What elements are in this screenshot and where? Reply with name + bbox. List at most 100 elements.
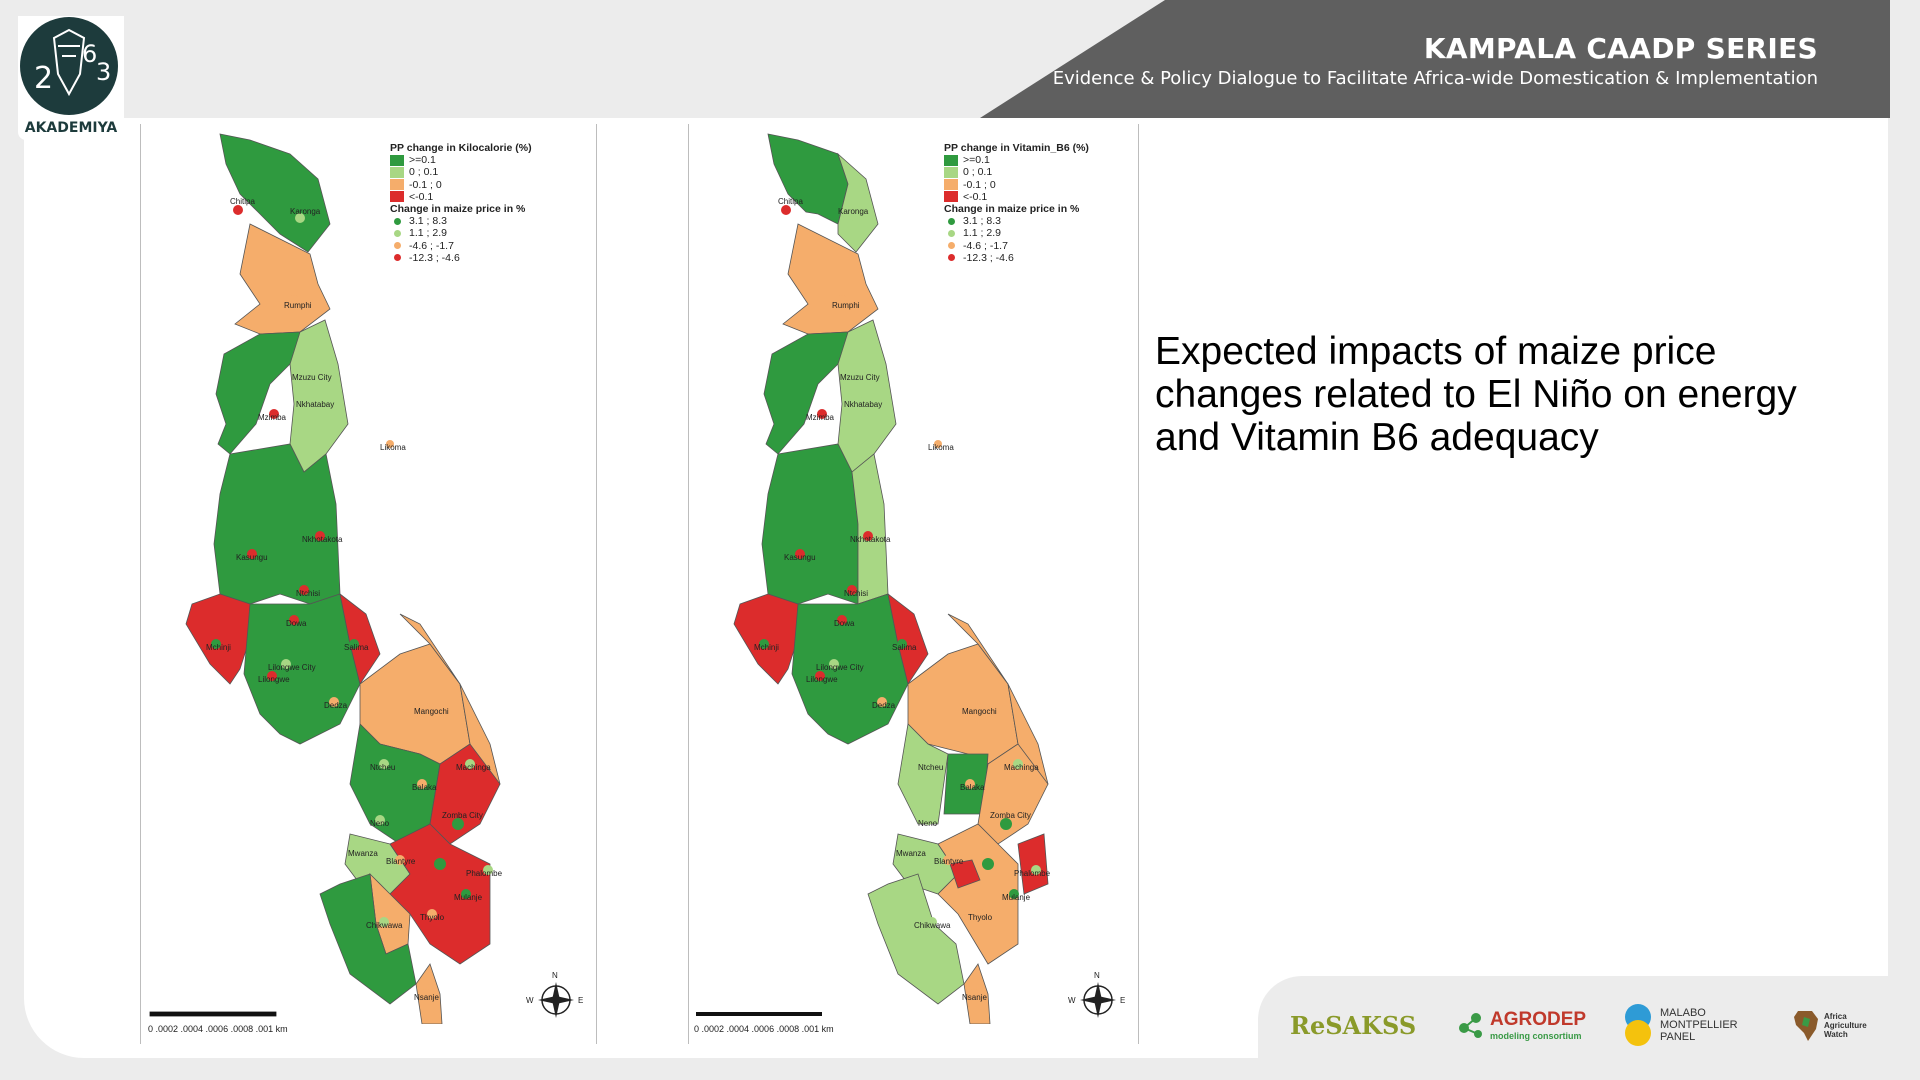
scale-label: 0 .0002 .0004 .0006 .0008 .001 km	[694, 1024, 834, 1034]
svg-text:Karonga: Karonga	[838, 207, 869, 216]
logo-text: AKADEMIYA	[24, 120, 118, 136]
svg-text:S: S	[553, 1023, 558, 1024]
svg-text:Mchinji: Mchinji	[754, 643, 779, 652]
svg-text:W: W	[526, 996, 534, 1005]
svg-text:E: E	[578, 996, 583, 1005]
svg-text:Chikwawa: Chikwawa	[914, 921, 951, 930]
agrodep-logo: AGRODEP modeling consortium	[1456, 1000, 1586, 1050]
svg-text:Phalombe: Phalombe	[466, 869, 503, 878]
svg-text:6: 6	[82, 40, 97, 68]
compass-icon: N E S W	[526, 971, 583, 1024]
legend-dots-title: Change in maize price in %	[944, 203, 1080, 216]
scale-label: 0 .0002 .0004 .0006 .0008 .001 km	[148, 1024, 288, 1034]
svg-text:Neno: Neno	[918, 819, 938, 828]
africa-agriculture-watch-logo: Africa Agriculture Watch	[1790, 1000, 1867, 1050]
svg-text:Rumphi: Rumphi	[284, 301, 312, 310]
svg-text:Mzimba: Mzimba	[258, 413, 287, 422]
akademiya-emblem-icon: 2 6 3	[20, 17, 118, 115]
akademiya-logo: 2 6 3 AKADEMIYA	[18, 16, 124, 140]
svg-text:Blantyre: Blantyre	[934, 857, 964, 866]
legend-title: PP change in Vitamin_B6 (%)	[944, 142, 1089, 154]
svg-text:Nkhotakota: Nkhotakota	[302, 535, 343, 544]
svg-text:Mwanza: Mwanza	[348, 849, 378, 858]
svg-text:Phalombe: Phalombe	[1014, 869, 1051, 878]
map-vitamin-b6: Chitipa Karonga Rumphi Mzuzu City Nkhata…	[688, 124, 1144, 1044]
svg-text:Machinga: Machinga	[456, 763, 491, 772]
svg-text:Mangochi: Mangochi	[962, 707, 997, 716]
svg-text:Machinga: Machinga	[1004, 763, 1039, 772]
svg-text:Nkhotakota: Nkhotakota	[850, 535, 891, 544]
svg-text:Mulanje: Mulanje	[1002, 893, 1031, 902]
resakss-logo: ReSAKSS	[1290, 1010, 1417, 1040]
africa-map-icon	[1794, 1011, 1818, 1041]
series-subtitle: Evidence & Policy Dialogue to Facilitate…	[1052, 68, 1818, 89]
svg-text:Zomba City: Zomba City	[442, 811, 483, 820]
agrodep-network-icon	[1459, 1013, 1482, 1038]
svg-text:Lilongwe City: Lilongwe City	[268, 663, 316, 672]
svg-text:Neno: Neno	[370, 819, 390, 828]
scale-bar	[696, 1012, 822, 1016]
malabo-montpellier-logo: MALABO MONTPELLIER PANEL	[1622, 1000, 1738, 1050]
svg-text:Likoma: Likoma	[928, 443, 954, 452]
district-labels: Chitipa Karonga Rumphi Mzuzu City Nkhata…	[754, 197, 1051, 1002]
partner-footer	[1258, 976, 1888, 1058]
price-dots	[211, 205, 493, 999]
svg-text:Rumphi: Rumphi	[832, 301, 860, 310]
svg-text:Mwanza: Mwanza	[896, 849, 926, 858]
svg-text:3: 3	[96, 58, 111, 86]
svg-text:Blantyre: Blantyre	[386, 857, 416, 866]
map-kilocalorie: Chitipa Karonga Rumphi Mzuzu City Nkhata…	[140, 124, 597, 1044]
svg-text:Dowa: Dowa	[286, 619, 307, 628]
svg-text:S: S	[1095, 1023, 1100, 1024]
svg-text:Balaka: Balaka	[960, 783, 985, 792]
svg-text:Kasungu: Kasungu	[236, 553, 268, 562]
svg-text:Nsanje: Nsanje	[962, 993, 987, 1002]
svg-text:W: W	[1068, 996, 1076, 1005]
price-dots	[759, 205, 1041, 999]
svg-text:Karonga: Karonga	[290, 207, 321, 216]
scale-bar	[149, 1011, 277, 1017]
malawi-map-vitamin-b6: Chitipa Karonga Rumphi Mzuzu City Nkhata…	[696, 133, 1125, 1024]
svg-text:Mchinji: Mchinji	[206, 643, 231, 652]
svg-text:Salima: Salima	[892, 643, 917, 652]
legend-title: PP change in Kilocalorie (%)	[390, 142, 532, 154]
svg-text:Mangochi: Mangochi	[414, 707, 449, 716]
svg-text:Chitipa: Chitipa	[230, 197, 255, 206]
svg-text:Dedza: Dedza	[872, 701, 896, 710]
malabo-panel-icon	[1625, 1004, 1651, 1046]
malawi-map-kilocalorie: Chitipa Karonga Rumphi Mzuzu City Nkhata…	[149, 133, 583, 1024]
svg-text:Dowa: Dowa	[834, 619, 855, 628]
header-banner: KAMPALA CAADP SERIES Evidence & Policy D…	[980, 0, 1890, 118]
svg-text:N: N	[552, 971, 558, 980]
compass-icon: N E S W	[1068, 971, 1125, 1024]
svg-text:Thyolo: Thyolo	[420, 913, 445, 922]
svg-text:Dedza: Dedza	[324, 701, 348, 710]
slide-heading: Expected impacts of maize price changes …	[1155, 330, 1797, 459]
map-legend: PP change in Kilocalorie (%) >=0.1 0 ; 0…	[390, 142, 532, 264]
logo-digit: 2	[34, 61, 53, 96]
svg-text:Mzuzu City: Mzuzu City	[292, 373, 332, 382]
svg-text:Zomba City: Zomba City	[990, 811, 1031, 820]
svg-text:Lilongwe City: Lilongwe City	[816, 663, 864, 672]
legend-dots-title: Change in maize price in %	[390, 203, 526, 216]
svg-text:Likoma: Likoma	[380, 443, 406, 452]
svg-text:Ntcheu: Ntcheu	[370, 763, 395, 772]
svg-text:Nsanje: Nsanje	[414, 993, 439, 1002]
svg-text:Thyolo: Thyolo	[968, 913, 993, 922]
svg-text:Ntchisi: Ntchisi	[296, 589, 320, 598]
svg-text:Mzuzu City: Mzuzu City	[840, 373, 880, 382]
svg-text:N: N	[1094, 971, 1100, 980]
svg-text:Salima: Salima	[344, 643, 369, 652]
svg-text:E: E	[1120, 996, 1125, 1005]
svg-text:Ntcheu: Ntcheu	[918, 763, 943, 772]
svg-text:Mzimba: Mzimba	[806, 413, 835, 422]
series-title: KAMPALA CAADP SERIES	[1423, 32, 1818, 65]
svg-text:Lilongwe: Lilongwe	[806, 675, 838, 684]
svg-text:Ntchisi: Ntchisi	[844, 589, 868, 598]
svg-text:Chikwawa: Chikwawa	[366, 921, 403, 930]
svg-text:Nkhatabay: Nkhatabay	[844, 400, 882, 409]
svg-text:Mulanje: Mulanje	[454, 893, 483, 902]
district-labels: Chitipa Karonga Rumphi Mzuzu City Nkhata…	[206, 197, 503, 1002]
svg-text:Chitipa: Chitipa	[778, 197, 803, 206]
svg-text:Lilongwe: Lilongwe	[258, 675, 290, 684]
